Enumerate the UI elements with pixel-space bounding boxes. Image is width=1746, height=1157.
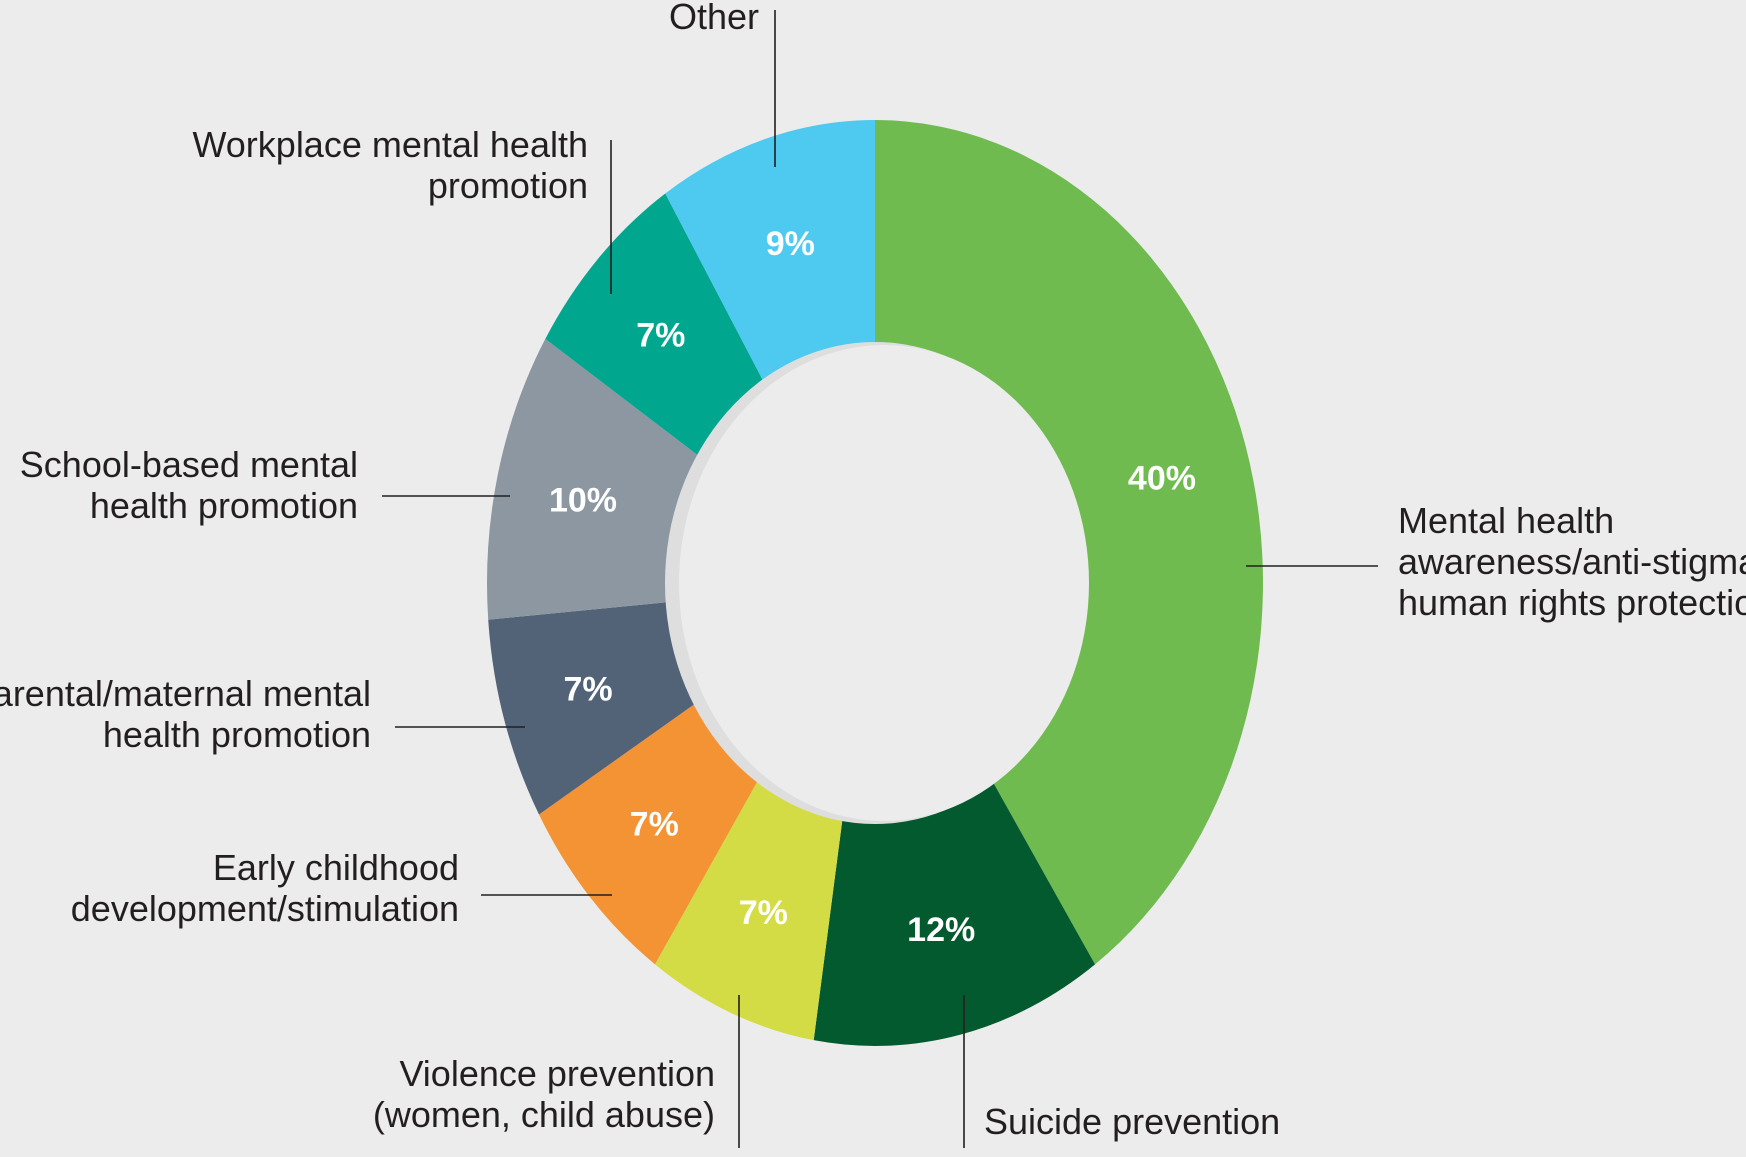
slice-violence-prevention-women-child-abuse [654,779,843,1041]
slice-other [665,119,875,383]
value-label-violence-prevention-women-child-abuse: 7% [739,894,788,932]
category-label-parental-maternal-mental-health-promotion: Parental/maternal mental health promotion [0,673,371,755]
slice-workplace-mental-health-promotion [545,193,765,458]
value-label-school-based-mental-health-promotion: 10% [549,481,617,519]
category-label-school-based-mental-health-promotion: School-based mental health promotion [20,444,358,526]
category-label-other: Other [669,0,759,37]
leader-lines [382,10,1378,1148]
value-label-suicide-prevention: 12% [907,911,975,949]
value-label-parental-maternal-mental-health-promotion: 7% [563,670,612,708]
slice-early-childhood-development-stimulation [538,702,759,965]
slice-parental-maternal-mental-health-promotion [488,601,698,815]
category-label-mental-health-awareness-anti-stigma-human-rights-protection: Mental health awareness/anti-stigma/human… [1398,500,1746,623]
value-label-mental-health-awareness-anti-stigma-human-rights-protection: 40% [1128,460,1196,498]
slice-suicide-prevention [813,779,1096,1046]
category-label-early-childhood-development-stimulation: Early childhood development/stimulation [71,847,459,929]
slice-mental-health-awareness-anti-stigma-human-rights-protection [875,120,1263,965]
category-label-suicide-prevention: Suicide prevention [984,1101,1280,1142]
slice-value-labels: 40% 12% 7% 7% 7% 10% 7% 9% [549,225,1196,949]
value-label-workplace-mental-health-promotion: 7% [636,316,685,354]
category-label-workplace-mental-health-promotion: Workplace mental health promotion [192,124,588,206]
donut-hole [665,342,1089,824]
slice-school-based-mental-health-promotion [487,338,701,620]
category-label-violence-prevention-women-child-abuse: Violence prevention (women, child abuse) [373,1053,715,1135]
value-label-other: 9% [766,225,815,263]
value-label-early-childhood-development-stimulation: 7% [630,806,679,844]
donut-slices [487,119,1263,1046]
